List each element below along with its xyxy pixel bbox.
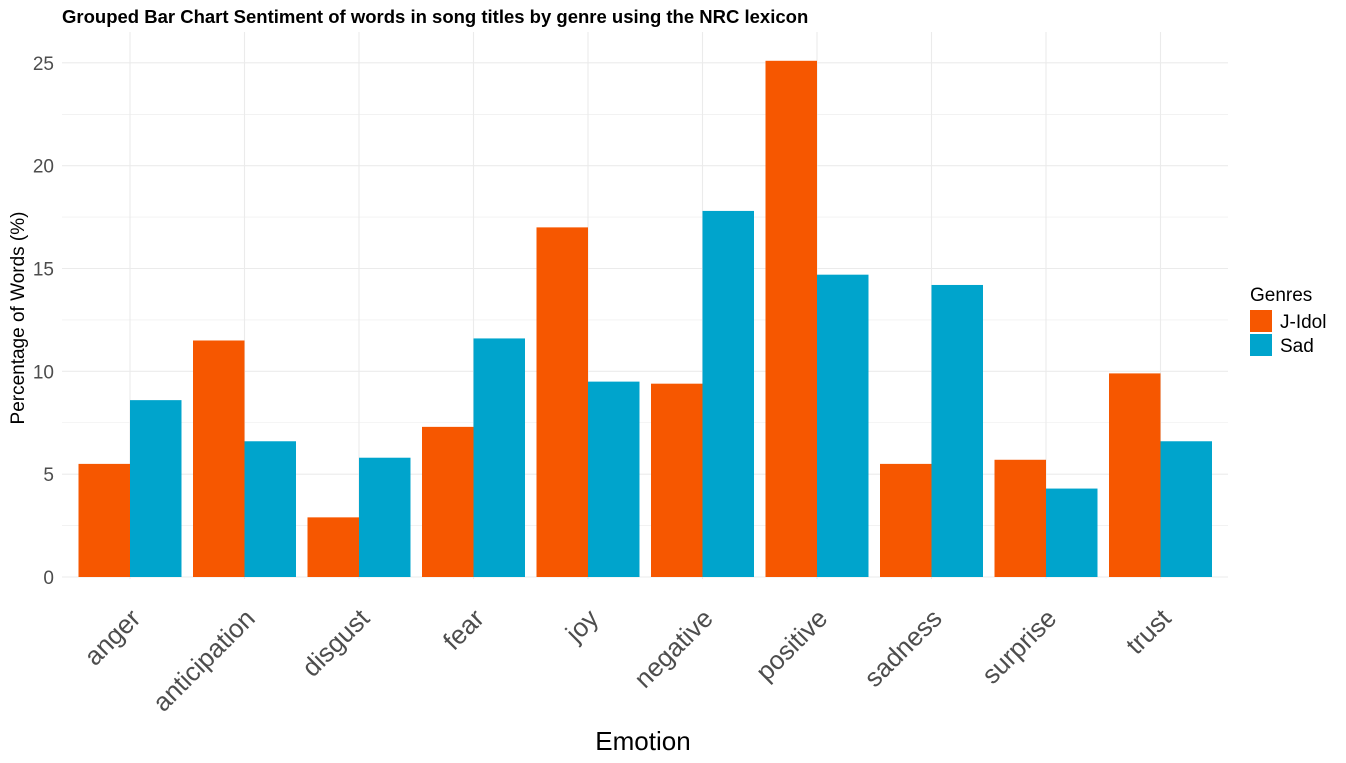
bar-sad-fear xyxy=(473,338,525,577)
bar-j-idol-positive xyxy=(765,60,817,577)
bar-sad-positive xyxy=(817,274,869,577)
legend-title: Genres xyxy=(1250,285,1312,306)
bar-sad-anger xyxy=(130,400,182,577)
x-tick-labels: anger anticipation disgust fear joy negative p… xyxy=(78,602,1177,717)
bar-sad-trust xyxy=(1160,441,1212,577)
x-tick-label: joy xyxy=(559,603,604,648)
bar-sad-joy xyxy=(588,381,640,577)
y-tick-label: 25 xyxy=(33,54,54,75)
y-tick-labels: 0 5 10 15 20 25 xyxy=(33,54,54,589)
legend-items: J-Idol Sad xyxy=(1250,310,1326,357)
y-tick-label: 10 xyxy=(33,362,54,383)
chart-title: Grouped Bar Chart Sentiment of words in … xyxy=(62,6,809,27)
legend-key-j-idol xyxy=(1250,310,1272,332)
bar-j-idol-trust xyxy=(1109,373,1161,577)
bar-j-idol-negative xyxy=(651,383,703,577)
bar-j-idol-anticipation xyxy=(193,340,245,577)
y-tick-label: 15 xyxy=(33,260,54,281)
x-tick-label: sadness xyxy=(858,603,948,693)
y-tick-label: 0 xyxy=(43,568,54,589)
bar-j-idol-disgust xyxy=(307,517,359,577)
y-axis-title: Percentage of Words (%) xyxy=(8,212,29,425)
bar-j-idol-surprise xyxy=(994,459,1046,577)
x-tick-label: negative xyxy=(628,603,719,694)
bar-sad-negative xyxy=(702,210,754,577)
x-tick-label: surprise xyxy=(976,603,1063,690)
x-tick-label: fear xyxy=(437,603,490,656)
y-tick-label: 5 xyxy=(43,465,54,486)
bar-sad-anticipation xyxy=(244,441,296,577)
x-tick-label: anticipation xyxy=(147,603,261,717)
legend-label: Sad xyxy=(1280,336,1314,357)
bars xyxy=(78,60,1212,577)
x-tick-label: trust xyxy=(1120,602,1178,660)
x-axis-title: Emotion xyxy=(595,726,690,756)
bar-j-idol-joy xyxy=(536,227,588,577)
bar-j-idol-fear xyxy=(422,426,474,577)
bar-j-idol-anger xyxy=(78,463,130,577)
legend: Genres J-Idol Sad xyxy=(1250,285,1326,357)
legend-label: J-Idol xyxy=(1280,312,1326,333)
bar-j-idol-sadness xyxy=(880,463,932,577)
y-tick-label: 20 xyxy=(33,157,54,178)
x-tick-label: positive xyxy=(750,603,834,687)
bar-sad-surprise xyxy=(1046,488,1098,577)
x-tick-label: disgust xyxy=(296,602,376,682)
bar-sad-sadness xyxy=(931,284,983,577)
x-tick-label: anger xyxy=(78,603,146,671)
legend-key-sad xyxy=(1250,334,1272,356)
bar-sad-disgust xyxy=(359,457,411,577)
